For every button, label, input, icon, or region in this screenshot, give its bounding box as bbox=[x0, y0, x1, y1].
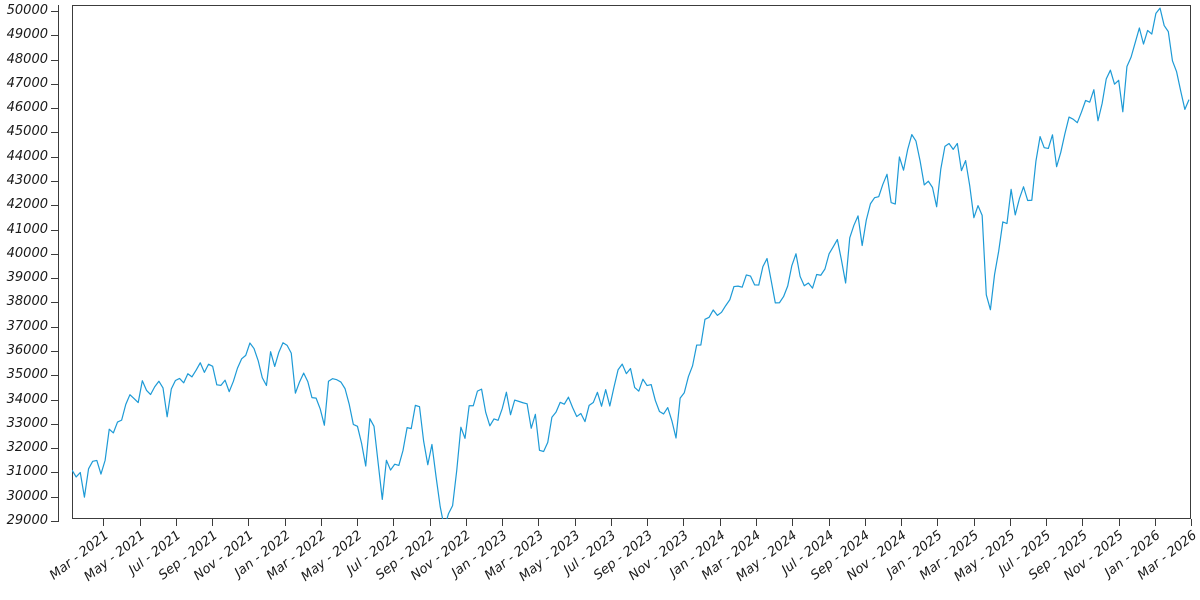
x-tick-mark bbox=[175, 519, 177, 526]
y-tick-mark bbox=[51, 180, 58, 182]
x-tick-mark bbox=[719, 519, 721, 526]
x-tick-mark bbox=[937, 519, 939, 526]
x-tick-mark bbox=[901, 519, 903, 526]
x-tick-mark bbox=[755, 519, 757, 526]
y-tick-label: 44000 bbox=[6, 148, 48, 164]
y-tick-mark bbox=[51, 472, 58, 474]
y-tick-label: 45000 bbox=[6, 124, 48, 140]
y-tick-label: 46000 bbox=[6, 100, 48, 116]
y-tick-label: 49000 bbox=[6, 27, 48, 43]
y-tick-label: 48000 bbox=[6, 51, 48, 67]
x-tick-mark bbox=[864, 519, 866, 526]
x-tick-mark bbox=[574, 519, 576, 526]
y-tick-label: 50000 bbox=[6, 3, 48, 18]
y-tick-label: 42000 bbox=[6, 197, 48, 213]
y-tick-mark bbox=[51, 11, 58, 12]
x-tick-mark bbox=[1118, 519, 1120, 526]
x-tick-mark bbox=[1154, 519, 1156, 526]
y-tick-mark bbox=[51, 326, 58, 328]
y-tick-mark bbox=[51, 59, 58, 61]
y-tick-mark bbox=[51, 448, 58, 450]
y-tick-label: 40000 bbox=[6, 245, 48, 261]
y-tick-mark bbox=[51, 350, 58, 352]
x-tick-mark bbox=[357, 519, 359, 526]
x-tick-mark bbox=[212, 519, 214, 526]
x-tick-mark bbox=[1082, 519, 1084, 526]
x-tick-mark bbox=[139, 519, 141, 526]
y-tick-label: 39000 bbox=[6, 270, 48, 286]
x-tick-mark bbox=[465, 519, 467, 526]
x-tick-mark bbox=[502, 519, 504, 526]
y-tick-label: 29000 bbox=[6, 512, 48, 528]
y-tick-mark bbox=[51, 132, 58, 134]
x-tick-mark bbox=[973, 519, 975, 526]
x-tick-mark bbox=[538, 519, 540, 526]
price-line-path bbox=[72, 7, 1190, 519]
y-tick-label: 41000 bbox=[6, 221, 48, 237]
y-tick-label: 34000 bbox=[6, 391, 48, 407]
x-tick-mark bbox=[393, 519, 395, 526]
x-tick-mark bbox=[1191, 519, 1193, 526]
y-tick-label: 31000 bbox=[6, 464, 48, 480]
y-tick-label: 43000 bbox=[6, 172, 48, 188]
y-tick-label: 33000 bbox=[6, 415, 48, 431]
y-tick-mark bbox=[51, 83, 58, 85]
y-tick-mark bbox=[51, 302, 58, 304]
y-tick-mark bbox=[51, 156, 58, 158]
y-axis-spine bbox=[58, 5, 59, 522]
y-tick-mark bbox=[51, 520, 58, 522]
x-tick-mark bbox=[647, 519, 649, 526]
x-tick-mark bbox=[683, 519, 685, 526]
x-tick-mark bbox=[1009, 519, 1011, 526]
y-tick-label: 35000 bbox=[6, 367, 48, 383]
y-tick-label: 36000 bbox=[6, 342, 48, 358]
x-tick-mark bbox=[429, 519, 431, 526]
y-tick-label: 37000 bbox=[6, 318, 48, 334]
x-tick-mark bbox=[284, 519, 286, 526]
x-tick-mark bbox=[103, 519, 105, 526]
y-tick-mark bbox=[51, 253, 58, 255]
y-tick-mark bbox=[51, 423, 58, 425]
x-tick-mark bbox=[1046, 519, 1048, 526]
y-tick-mark bbox=[51, 35, 58, 37]
x-tick-mark bbox=[320, 519, 322, 526]
y-tick-label: 30000 bbox=[6, 488, 48, 504]
y-tick-mark bbox=[51, 205, 58, 207]
x-tick-mark bbox=[828, 519, 830, 526]
plot-frame bbox=[72, 5, 1191, 519]
y-tick-mark bbox=[51, 278, 58, 280]
x-tick-mark bbox=[792, 519, 794, 526]
y-tick-label: 32000 bbox=[6, 440, 48, 456]
y-tick-mark bbox=[51, 108, 58, 110]
y-tick-label: 47000 bbox=[6, 75, 48, 91]
y-tick-mark bbox=[51, 496, 58, 498]
y-tick-mark bbox=[51, 399, 58, 401]
y-tick-label: 38000 bbox=[6, 294, 48, 310]
y-tick-mark bbox=[51, 375, 58, 377]
x-tick-mark bbox=[248, 519, 250, 526]
y-tick-mark bbox=[51, 229, 58, 231]
x-tick-mark bbox=[610, 519, 612, 526]
